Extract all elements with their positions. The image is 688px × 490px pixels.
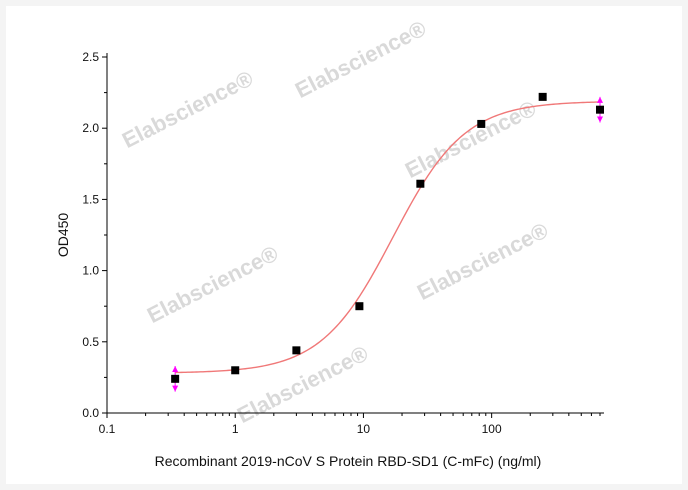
- data-point: [596, 105, 604, 114]
- x-axis-label: Recombinant 2019-nCoV S Protein RBD-SD1 …: [155, 453, 542, 469]
- watermark-layer: Elabscience® Elabscience® Elabscience® Elab…: [118, 16, 552, 428]
- od450-chart: Elabscience® Elabscience® Elabscience® Elab…: [55, 16, 604, 469]
- fit-curve: [175, 101, 601, 374]
- y-tick-label: 2.5: [82, 50, 99, 64]
- fit-curve-layer: [175, 101, 601, 374]
- data-point: [292, 346, 301, 355]
- y-tick-label: 2.0: [82, 121, 99, 135]
- data-point: [538, 92, 547, 101]
- error-bar-cap-up: [597, 96, 603, 103]
- data-point: [355, 302, 364, 311]
- y-tick-label: 1.5: [82, 192, 99, 206]
- watermark-text: Elabscience®: [143, 241, 282, 328]
- y-tick-label: 0.5: [82, 335, 99, 349]
- data-point: [171, 374, 180, 383]
- error-bar-cap-down: [597, 116, 603, 123]
- x-tick-label: 0.1: [99, 422, 116, 436]
- watermark-text: Elabscience®: [118, 66, 257, 153]
- y-tick-label: 0.0: [82, 406, 99, 420]
- watermark-text: Elabscience®: [291, 16, 430, 103]
- data-points: [171, 92, 604, 383]
- axes: 0.0 0.5 1.0 1.5 2.0 2.5 0.1 1 10 100: [82, 50, 604, 436]
- data-point: [231, 366, 240, 375]
- error-bar-cap-up: [172, 366, 179, 373]
- x-tick-label: 100: [482, 422, 502, 436]
- y-axis-label: OD450: [55, 213, 71, 258]
- data-point: [477, 119, 486, 128]
- error-bar-cap-down: [172, 385, 179, 392]
- data-point: [416, 179, 425, 188]
- y-tick-label: 1.0: [82, 264, 99, 278]
- watermark-text: Elabscience®: [413, 218, 552, 305]
- x-tick-label: 10: [357, 422, 371, 436]
- chart-frame: Elabscience® Elabscience® Elabscience® Elab…: [6, 6, 682, 484]
- x-tick-label: 1: [232, 422, 239, 436]
